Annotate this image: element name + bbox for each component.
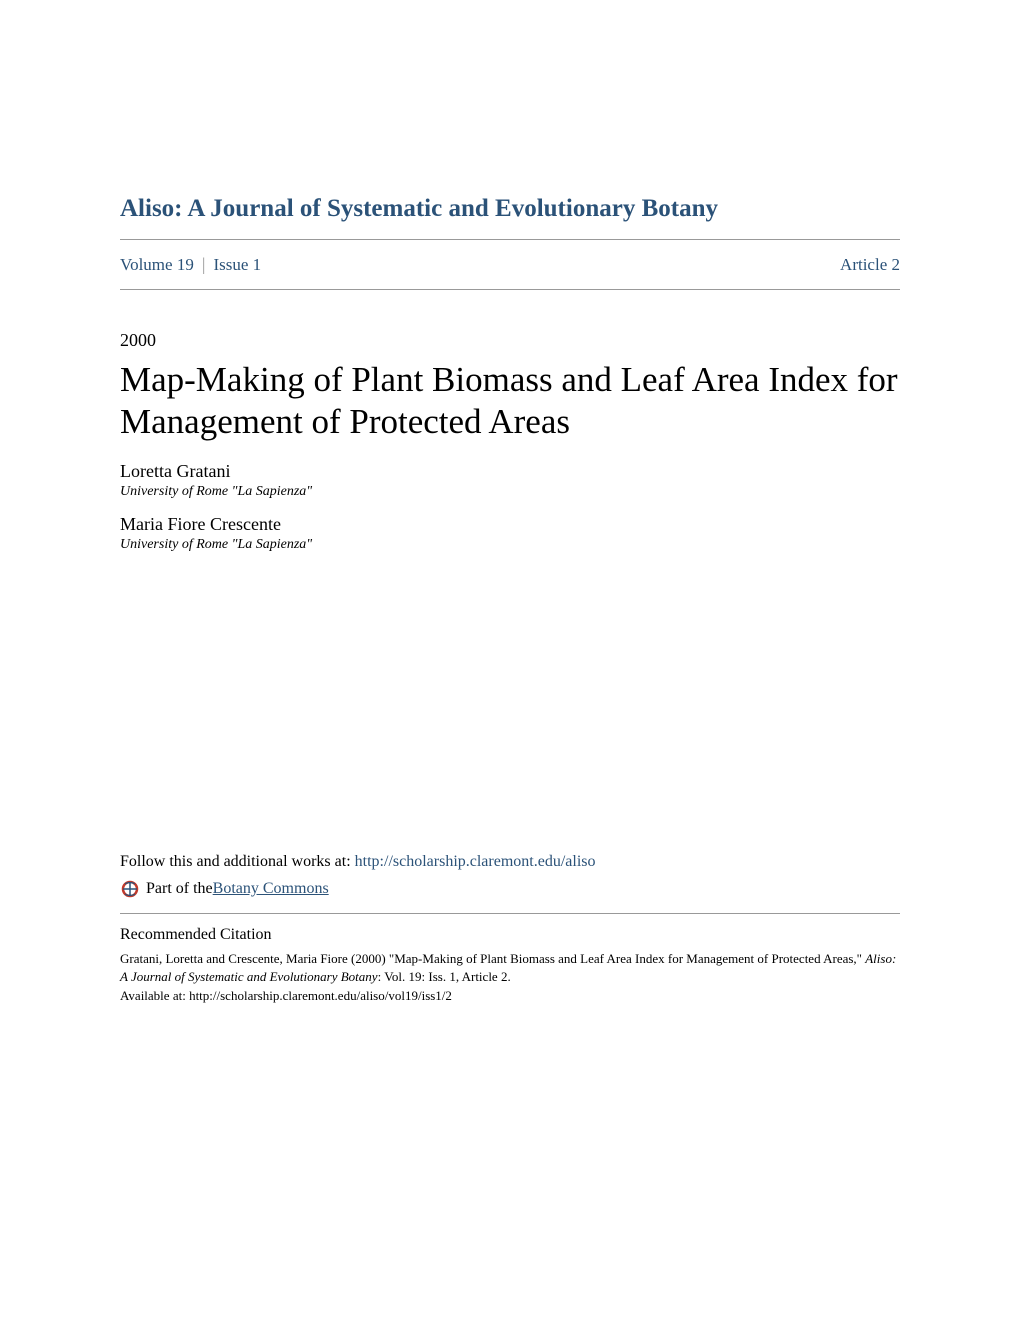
follow-link[interactable]: http://scholarship.claremont.edu/aliso — [355, 853, 596, 870]
author-affiliation-2: University of Rome "La Sapienza" — [120, 537, 900, 553]
citation-part1: Gratani, Loretta and Crescente, Maria Fi… — [120, 951, 865, 966]
article-link[interactable]: Article 2 — [840, 255, 900, 275]
divider-citation — [120, 913, 900, 914]
botany-commons-link[interactable]: Botany Commons — [213, 880, 329, 898]
author-name-2: Maria Fiore Crescente — [120, 514, 900, 535]
author-block-2: Maria Fiore Crescente University of Rome… — [120, 514, 900, 553]
meta-left: Volume 19 | Issue 1 — [120, 254, 261, 275]
volume-link[interactable]: Volume 19 — [120, 255, 194, 275]
author-block-1: Loretta Gratani University of Rome "La S… — [120, 461, 900, 500]
citation-text: Gratani, Loretta and Crescente, Maria Fi… — [120, 950, 900, 986]
citation-part2: : Vol. 19: Iss. 1, Article 2. — [378, 969, 511, 984]
part-of-row: Part of the Botany Commons — [120, 879, 900, 899]
author-name-1: Loretta Gratani — [120, 461, 900, 482]
follow-text: Follow this and additional works at: — [120, 853, 355, 870]
author-affiliation-1: University of Rome "La Sapienza" — [120, 484, 900, 500]
divider-meta — [120, 289, 900, 290]
meta-separator: | — [202, 254, 206, 275]
follow-section: Follow this and additional works at: htt… — [120, 853, 900, 871]
citation-available: Available at: http://scholarship.claremo… — [120, 988, 900, 1004]
publication-year: 2000 — [120, 330, 900, 351]
citation-heading: Recommended Citation — [120, 926, 900, 944]
part-of-prefix: Part of the — [146, 880, 213, 898]
journal-title[interactable]: Aliso: A Journal of Systematic and Evolu… — [120, 195, 900, 223]
network-icon — [120, 879, 140, 899]
article-title: Map-Making of Plant Biomass and Leaf Are… — [120, 359, 900, 443]
issue-link[interactable]: Issue 1 — [213, 255, 261, 275]
meta-row: Volume 19 | Issue 1 Article 2 — [120, 240, 900, 289]
